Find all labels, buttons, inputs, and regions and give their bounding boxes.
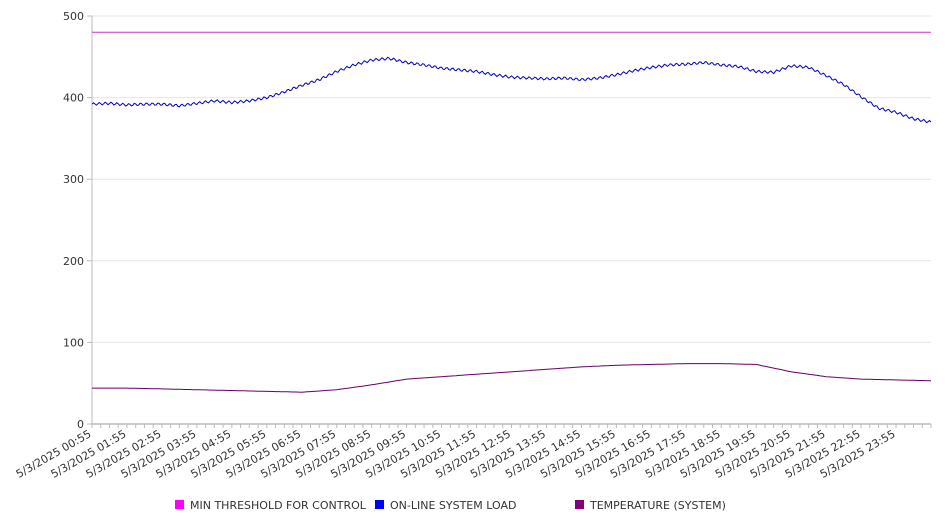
series-line-on-line-system-load — [91, 56, 932, 124]
y-tick-label-0: 0 — [77, 418, 84, 431]
chart-legend: MIN THRESHOLD FOR CONTROL ON-LINE SYSTEM… — [175, 499, 726, 512]
y-tick-label-200: 200 — [63, 255, 84, 268]
chart-axes — [91, 16, 931, 425]
chart-series — [91, 31, 932, 393]
legend-label-min-threshold: MIN THRESHOLD FOR CONTROL — [190, 499, 367, 512]
legend-swatch-temperature — [575, 500, 584, 509]
y-tick-label-100: 100 — [63, 336, 84, 349]
legend-swatch-min-threshold — [175, 500, 184, 509]
y-axis-ticks: 0 100 200 300 400 500 — [63, 10, 92, 431]
series-line-temperature-system — [92, 363, 932, 393]
y-tick-label-300: 300 — [63, 173, 84, 186]
legend-swatch-system-load — [375, 500, 384, 509]
grid-lines — [92, 15, 931, 343]
legend-label-temperature: TEMPERATURE (SYSTEM) — [589, 499, 726, 512]
y-tick-label-400: 400 — [63, 92, 84, 105]
legend-label-system-load: ON-LINE SYSTEM LOAD — [390, 499, 516, 512]
x-axis-ticks: 5/3/2025 00:555/3/2025 01:555/3/2025 02:… — [14, 424, 932, 481]
y-tick-label-500: 500 — [63, 10, 84, 23]
